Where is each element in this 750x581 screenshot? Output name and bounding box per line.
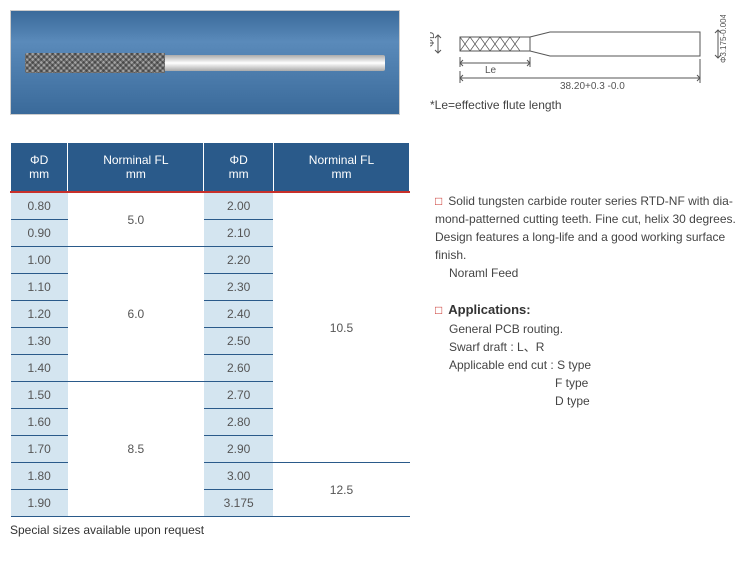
col-fl1: Norminal FL mm <box>68 143 204 193</box>
cell-fl1: 8.5 <box>68 382 204 517</box>
cell-fl2: 10.5 <box>273 192 409 463</box>
app-line: General PCB routing. <box>435 320 740 338</box>
cell-d2: 2.60 <box>204 355 274 382</box>
cell-d1: 1.20 <box>11 301 68 328</box>
cell-d2: 3.00 <box>204 463 274 490</box>
cell-d1: 1.00 <box>11 247 68 274</box>
spec-table-wrap: ΦD mm Norminal FL mm ΦD mm Norminal FL m… <box>10 142 410 537</box>
diagram-phi-d: ΦD <box>430 32 437 47</box>
cell-d1: 1.70 <box>11 436 68 463</box>
bullet-icon: □ <box>435 303 442 317</box>
app-line: Applicable end cut : S type <box>435 356 740 374</box>
le-note: *Le=effective flute length <box>430 98 730 112</box>
cell-d1: 0.80 <box>11 192 68 220</box>
cell-d1: 0.90 <box>11 220 68 247</box>
cell-d2: 2.70 <box>204 382 274 409</box>
cell-d1: 1.60 <box>11 409 68 436</box>
app-line: F type <box>435 374 740 392</box>
cell-d2: 2.20 <box>204 247 274 274</box>
table-row: 0.805.02.0010.5 <box>11 192 410 220</box>
cell-d2: 2.00 <box>204 192 274 220</box>
cell-d1: 1.30 <box>11 328 68 355</box>
cell-d1: 1.50 <box>11 382 68 409</box>
col-d2: ΦD mm <box>204 143 274 193</box>
cell-d2: 2.80 <box>204 409 274 436</box>
cell-d1: 1.10 <box>11 274 68 301</box>
diagram-length: 38.20+0.3 -0.0 <box>560 81 625 90</box>
spec-table: ΦD mm Norminal FL mm ΦD mm Norminal FL m… <box>10 142 410 517</box>
router-bit <box>25 55 385 71</box>
cell-d1: 1.80 <box>11 463 68 490</box>
technical-diagram: ΦD Le 38.20+0.3 -0.0 Φ3.175-0.004 -0.012… <box>420 10 740 117</box>
apps-title: Applications: <box>448 302 530 317</box>
desc-p1: Solid tungsten carbide router series RTD… <box>435 194 736 262</box>
cell-d2: 2.40 <box>204 301 274 328</box>
bullet-icon: □ <box>435 194 442 208</box>
app-line: Swarf draft : L、R <box>435 338 740 356</box>
cell-d2: 3.175 <box>204 490 274 517</box>
cell-d1: 1.40 <box>11 355 68 382</box>
app-line: D type <box>435 392 740 410</box>
table-footnote: Special sizes available upon request <box>10 523 410 537</box>
table-header-row: ΦD mm Norminal FL mm ΦD mm Norminal FL m… <box>11 143 410 193</box>
cell-d2: 2.10 <box>204 220 274 247</box>
desc-p2: Noraml Feed <box>435 264 740 282</box>
cell-fl1: 5.0 <box>68 192 204 247</box>
cell-fl1: 6.0 <box>68 247 204 382</box>
diagram-shank: Φ3.175-0.004 -0.012 <box>719 15 728 63</box>
col-d1: ΦD mm <box>11 143 68 193</box>
col-fl2: Norminal FL mm <box>273 143 409 193</box>
cell-d2: 2.30 <box>204 274 274 301</box>
diagram-le: Le <box>485 65 497 76</box>
cell-d1: 1.90 <box>11 490 68 517</box>
cell-fl2: 12.5 <box>273 463 409 517</box>
product-photo <box>10 10 400 115</box>
cell-d2: 2.50 <box>204 328 274 355</box>
description: □Solid tungsten carbide router series RT… <box>435 142 740 537</box>
cell-d2: 2.90 <box>204 436 274 463</box>
